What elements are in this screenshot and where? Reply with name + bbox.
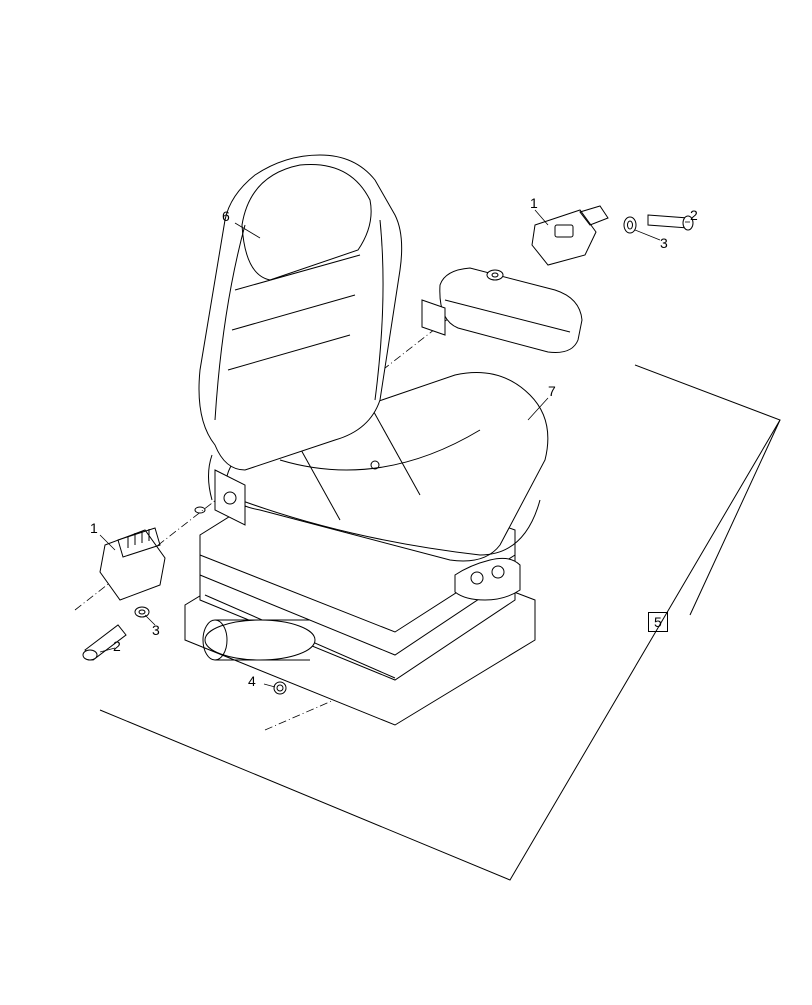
damper: [205, 620, 315, 660]
part-1-tongue-right: [532, 206, 608, 265]
parts-diagram: 1 1 2 2 3 3 4 5 6 7: [0, 0, 812, 1000]
callout-6: 6: [222, 208, 230, 224]
callout-3-right: 3: [660, 235, 668, 251]
mount-tab-left: [195, 507, 205, 513]
callout-7: 7: [548, 383, 556, 399]
callout-2-right: 2: [690, 207, 698, 223]
part-2-bolt-right: [648, 215, 693, 230]
callout-4: 4: [248, 673, 256, 689]
part-1-retractor-left: [100, 528, 165, 600]
part-4-fastener: [274, 682, 286, 694]
armrest: [440, 268, 582, 353]
part-3-washer-right: [624, 217, 636, 233]
callout-5-boxed: 5: [648, 612, 668, 632]
callout-3-left: 3: [152, 622, 160, 638]
mount-tab-right: [487, 270, 503, 280]
diagram-svg: [0, 0, 812, 1000]
callout-1-left: 1: [90, 520, 98, 536]
part-3-washer-left: [135, 607, 149, 617]
callout-1-right: 1: [530, 195, 538, 211]
callout-2-left: 2: [113, 638, 121, 654]
